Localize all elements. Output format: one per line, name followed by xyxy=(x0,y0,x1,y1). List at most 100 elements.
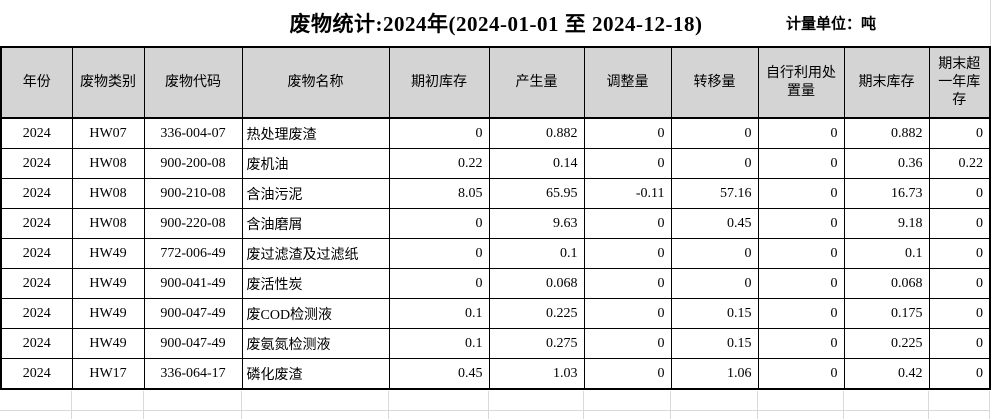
empty-cell[interactable] xyxy=(843,411,928,419)
cell-r4-c2[interactable]: HW08 xyxy=(72,209,144,239)
cell-r2-c7[interactable]: 0 xyxy=(584,149,671,179)
empty-cell[interactable] xyxy=(71,411,143,419)
cell-r5-c7[interactable]: 0 xyxy=(584,239,671,269)
cell-r7-c11[interactable]: 0 xyxy=(929,299,990,329)
cell-r3-c8[interactable]: 57.16 xyxy=(671,179,758,209)
empty-cell[interactable] xyxy=(143,411,241,419)
cell-r7-c6[interactable]: 0.225 xyxy=(489,299,584,329)
cell-r9-c3[interactable]: 336-064-17 xyxy=(144,359,242,390)
cell-r9-c8[interactable]: 1.06 xyxy=(671,359,758,390)
cell-r4-c9[interactable]: 0 xyxy=(758,209,844,239)
column-header-transferred-amount[interactable]: 转移量 xyxy=(671,47,758,118)
cell-r8-c10[interactable]: 0.225 xyxy=(844,329,929,359)
cell-r8-c6[interactable]: 0.275 xyxy=(489,329,584,359)
cell-r2-c5[interactable]: 0.22 xyxy=(389,149,489,179)
cell-r4-c7[interactable]: 0 xyxy=(584,209,671,239)
cell-r5-c2[interactable]: HW49 xyxy=(72,239,144,269)
empty-cell[interactable] xyxy=(71,391,143,411)
cell-r8-c2[interactable]: HW49 xyxy=(72,329,144,359)
cell-r2-c3[interactable]: 900-200-08 xyxy=(144,149,242,179)
empty-cell[interactable] xyxy=(388,391,488,411)
cell-r1-c11[interactable]: 0 xyxy=(929,118,990,149)
cell-r9-c5[interactable]: 0.45 xyxy=(389,359,489,390)
cell-r6-c11[interactable]: 0 xyxy=(929,269,990,299)
cell-r1-c8[interactable]: 0 xyxy=(671,118,758,149)
cell-r4-c10[interactable]: 9.18 xyxy=(844,209,929,239)
cell-r6-c6[interactable]: 0.068 xyxy=(489,269,584,299)
empty-cell[interactable] xyxy=(488,411,583,419)
cell-r7-c8[interactable]: 0.15 xyxy=(671,299,758,329)
empty-cell[interactable] xyxy=(0,411,71,419)
cell-r6-c3[interactable]: 900-041-49 xyxy=(144,269,242,299)
cell-r6-c10[interactable]: 0.068 xyxy=(844,269,929,299)
column-header-over-one-year-stock[interactable]: 期末超 一年库 存 xyxy=(929,47,990,118)
cell-r1-c3[interactable]: 336-004-07 xyxy=(144,118,242,149)
cell-r1-c6[interactable]: 0.882 xyxy=(489,118,584,149)
cell-r5-c5[interactable]: 0 xyxy=(389,239,489,269)
cell-r4-c1[interactable]: 2024 xyxy=(1,209,72,239)
cell-r4-c6[interactable]: 9.63 xyxy=(489,209,584,239)
empty-cell[interactable] xyxy=(0,391,71,411)
empty-cell[interactable] xyxy=(670,411,757,419)
cell-r5-c6[interactable]: 0.1 xyxy=(489,239,584,269)
cell-r8-c3[interactable]: 900-047-49 xyxy=(144,329,242,359)
cell-r3-c9[interactable]: 0 xyxy=(758,179,844,209)
empty-cell[interactable] xyxy=(843,391,928,411)
cell-r9-c11[interactable]: 0 xyxy=(929,359,990,390)
cell-r3-c2[interactable]: HW08 xyxy=(72,179,144,209)
cell-r7-c9[interactable]: 0 xyxy=(758,299,844,329)
empty-cell[interactable] xyxy=(757,391,843,411)
cell-r2-c10[interactable]: 0.36 xyxy=(844,149,929,179)
cell-r2-c8[interactable]: 0 xyxy=(671,149,758,179)
cell-r1-c5[interactable]: 0 xyxy=(389,118,489,149)
cell-r9-c7[interactable]: 0 xyxy=(584,359,671,390)
cell-r5-c10[interactable]: 0.1 xyxy=(844,239,929,269)
column-header-waste-name[interactable]: 废物名称 xyxy=(242,47,389,118)
cell-r6-c1[interactable]: 2024 xyxy=(1,269,72,299)
cell-r9-c10[interactable]: 0.42 xyxy=(844,359,929,390)
cell-r7-c10[interactable]: 0.175 xyxy=(844,299,929,329)
cell-r6-c9[interactable]: 0 xyxy=(758,269,844,299)
cell-r8-c9[interactable]: 0 xyxy=(758,329,844,359)
cell-r9-c9[interactable]: 0 xyxy=(758,359,844,390)
cell-r4-c3[interactable]: 900-220-08 xyxy=(144,209,242,239)
cell-r1-c7[interactable]: 0 xyxy=(584,118,671,149)
cell-r3-c11[interactable]: 0 xyxy=(929,179,990,209)
cell-r2-c1[interactable]: 2024 xyxy=(1,149,72,179)
cell-r3-c7[interactable]: -0.11 xyxy=(584,179,671,209)
cell-r6-c8[interactable]: 0 xyxy=(671,269,758,299)
cell-r9-c4[interactable]: 磷化废渣 xyxy=(242,359,389,390)
column-header-self-disposal-amount[interactable]: 自行利用处 置量 xyxy=(758,47,844,118)
empty-cell[interactable] xyxy=(388,411,488,419)
cell-r6-c7[interactable]: 0 xyxy=(584,269,671,299)
cell-r5-c1[interactable]: 2024 xyxy=(1,239,72,269)
cell-r3-c5[interactable]: 8.05 xyxy=(389,179,489,209)
cell-r6-c4[interactable]: 废活性炭 xyxy=(242,269,389,299)
cell-r8-c1[interactable]: 2024 xyxy=(1,329,72,359)
column-header-generated-amount[interactable]: 产生量 xyxy=(489,47,584,118)
cell-r4-c4[interactable]: 含油磨屑 xyxy=(242,209,389,239)
cell-r6-c5[interactable]: 0 xyxy=(389,269,489,299)
empty-cell[interactable] xyxy=(143,391,241,411)
empty-cell[interactable] xyxy=(583,391,670,411)
cell-r9-c2[interactable]: HW17 xyxy=(72,359,144,390)
empty-cell[interactable] xyxy=(241,391,388,411)
column-header-waste-code[interactable]: 废物代码 xyxy=(144,47,242,118)
cell-r5-c3[interactable]: 772-006-49 xyxy=(144,239,242,269)
cell-r3-c4[interactable]: 含油污泥 xyxy=(242,179,389,209)
empty-cell[interactable] xyxy=(241,411,388,419)
column-header-opening-stock[interactable]: 期初库存 xyxy=(389,47,489,118)
column-header-closing-stock[interactable]: 期末库存 xyxy=(844,47,929,118)
empty-cell[interactable] xyxy=(928,411,989,419)
cell-r4-c8[interactable]: 0.45 xyxy=(671,209,758,239)
cell-r3-c1[interactable]: 2024 xyxy=(1,179,72,209)
cell-r7-c3[interactable]: 900-047-49 xyxy=(144,299,242,329)
cell-r4-c5[interactable]: 0 xyxy=(389,209,489,239)
column-header-waste-category[interactable]: 废物类别 xyxy=(72,47,144,118)
cell-r3-c10[interactable]: 16.73 xyxy=(844,179,929,209)
cell-r7-c4[interactable]: 废COD检测液 xyxy=(242,299,389,329)
cell-r3-c3[interactable]: 900-210-08 xyxy=(144,179,242,209)
cell-r8-c11[interactable]: 0 xyxy=(929,329,990,359)
empty-cell[interactable] xyxy=(670,391,757,411)
cell-r1-c1[interactable]: 2024 xyxy=(1,118,72,149)
